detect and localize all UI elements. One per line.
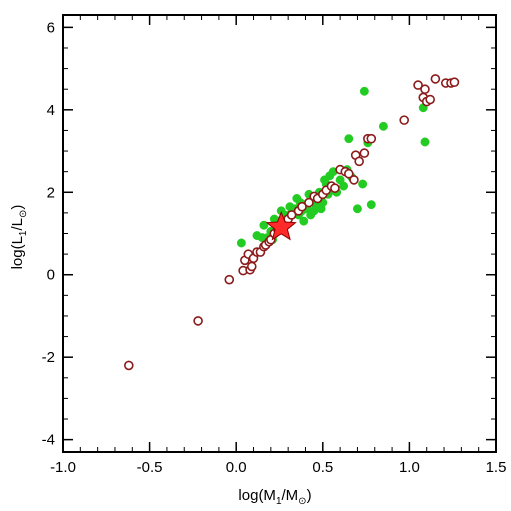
x-axis-label-sub: 1	[276, 496, 282, 507]
plot-frame	[62, 14, 497, 453]
x-tick-label: -0.5	[137, 459, 163, 476]
tick-labels: -1.0 -0.5 0.0 0.5 1.0 1.5 -4 -2 0 2 4 6	[42, 19, 507, 476]
y-axis-label-post: )	[9, 205, 26, 210]
filled-circle-point	[259, 220, 269, 230]
y-axis-label-mid: /L	[9, 218, 26, 231]
open-circle-point	[430, 74, 441, 84]
x-axis-label-post: )	[307, 487, 312, 504]
x-axis-label: log(M1/M⊙)	[238, 487, 311, 507]
y-tick-label: -2	[42, 349, 55, 366]
open-circle-point	[359, 148, 370, 158]
filled-circle-point	[344, 134, 354, 144]
x-tick-label: -1.0	[50, 459, 76, 476]
y-tick-label: 4	[47, 102, 55, 119]
open-circle-point	[349, 175, 359, 185]
y-tick-label: 2	[47, 184, 55, 201]
filled-circle-point	[378, 121, 388, 131]
x-axis-label-pre: log(M	[238, 487, 276, 504]
data-points	[124, 74, 460, 371]
open-circle-point	[224, 274, 235, 285]
open-circle-point	[420, 84, 430, 95]
open-circle-point	[124, 360, 134, 371]
x-axis-label-mid: /M	[282, 487, 299, 504]
x-tick-label: 0.5	[312, 459, 333, 476]
star-point	[265, 210, 297, 241]
filled-circle-point	[236, 238, 246, 248]
y-axis-label: log(L1/L⊙)	[9, 205, 29, 270]
filled-circle-point	[339, 181, 349, 191]
x-tick-label: 1.0	[399, 459, 420, 476]
open-circle-point	[399, 115, 410, 125]
open-circle-point	[304, 197, 314, 208]
y-tick-label: -4	[42, 432, 55, 449]
open-circle-point	[286, 210, 297, 220]
filled-circle-point	[359, 86, 369, 96]
x-tick-label: 1.5	[486, 459, 507, 476]
open-circle-point	[193, 316, 203, 326]
open-circle-point	[425, 94, 435, 105]
open-circle-point	[343, 168, 354, 179]
open-circle-point	[354, 156, 364, 167]
open-circle-point	[366, 133, 377, 144]
y-axis-label-pre: log(L	[9, 236, 26, 269]
open-circle-point	[330, 183, 340, 193]
x-axis-label-sun: ⊙	[298, 496, 306, 507]
filled-circle-point	[358, 179, 368, 189]
open-circle-point	[413, 80, 423, 90]
x-tick-label: 0.0	[226, 459, 247, 476]
y-tick-label: 6	[47, 19, 55, 36]
open-circle-point	[246, 261, 257, 272]
filled-circle-point	[420, 137, 430, 147]
filled-circle-point	[366, 200, 376, 210]
filled-circle-point	[352, 204, 362, 214]
open-circle-point	[449, 77, 460, 87]
y-tick-label: 0	[47, 267, 55, 284]
y-axis-label-sun: ⊙	[18, 210, 29, 218]
open-circle-point	[297, 201, 307, 212]
y-axis-label-sub: 1	[18, 230, 29, 236]
filled-circle-point	[299, 216, 309, 226]
